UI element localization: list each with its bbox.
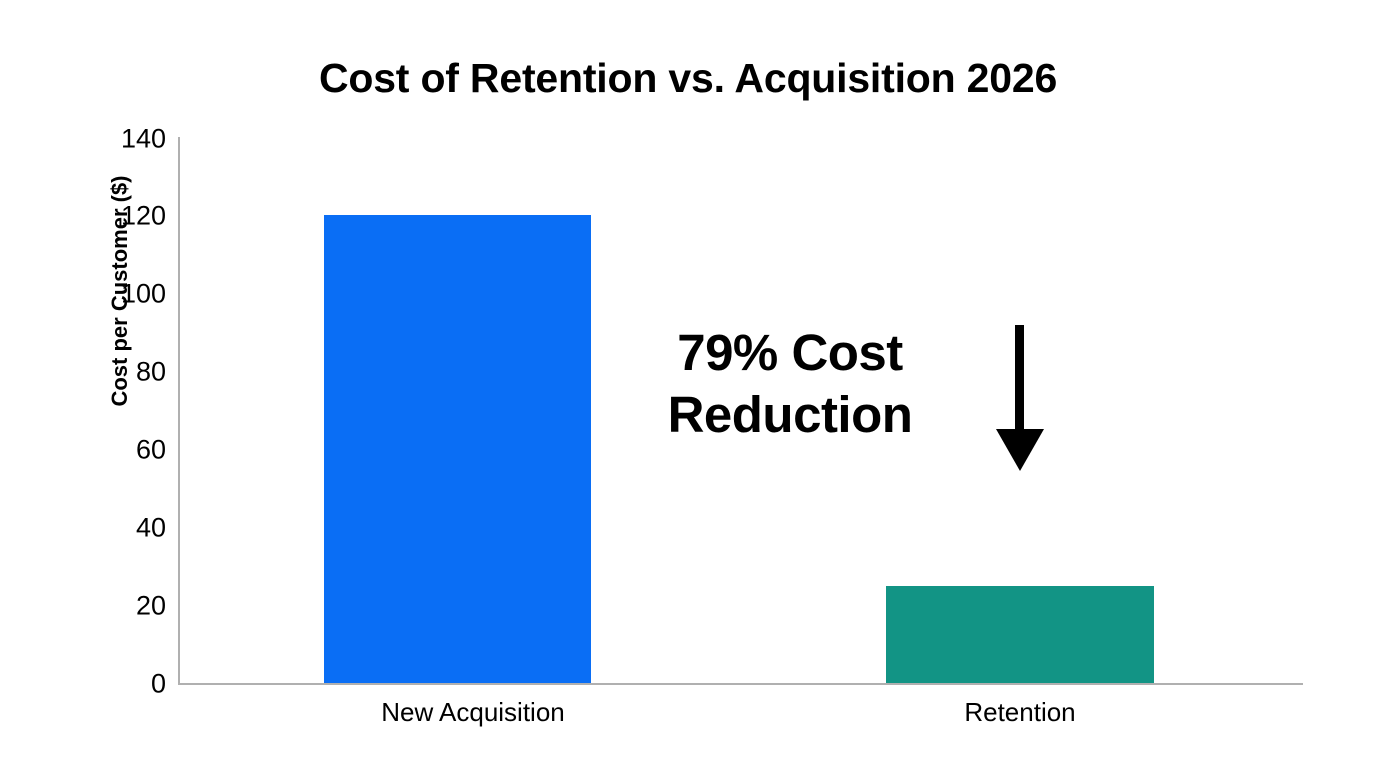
bars-layer <box>178 137 1303 683</box>
x-tick-label-retention: Retention <box>964 697 1076 727</box>
y-tick-label-0: 0 <box>150 668 166 699</box>
down-arrow-icon <box>988 325 1052 477</box>
y-tick-label-80: 80 <box>135 356 166 387</box>
y-tick-label-100: 100 <box>120 278 166 309</box>
y-tick-label-60: 60 <box>135 434 166 465</box>
cost-reduction-annotation: 79% Cost Reduction <box>600 322 980 446</box>
y-tick-label-120: 120 <box>120 200 166 231</box>
bar-retention[interactable] <box>886 585 1154 683</box>
annotation-line-1: 79% Cost <box>677 324 903 381</box>
y-tick-label-140: 140 <box>120 123 166 154</box>
chart-title: Cost of Retention vs. Acquisition 2026 <box>318 55 1058 101</box>
annotation-line-2: Reduction <box>667 386 913 443</box>
bar-new-acquisition[interactable] <box>324 215 591 683</box>
y-tick-label-20: 20 <box>135 590 166 621</box>
x-tick-label-new-acquisition: New Acquisition <box>381 697 565 727</box>
x-axis-line <box>178 683 1303 685</box>
y-axis-line <box>178 137 180 684</box>
y-axis-tick-labels: 0 20 40 60 80 100 120 140 <box>90 0 166 768</box>
y-tick-label-40: 40 <box>135 512 166 543</box>
down-arrow-svg <box>996 325 1044 471</box>
